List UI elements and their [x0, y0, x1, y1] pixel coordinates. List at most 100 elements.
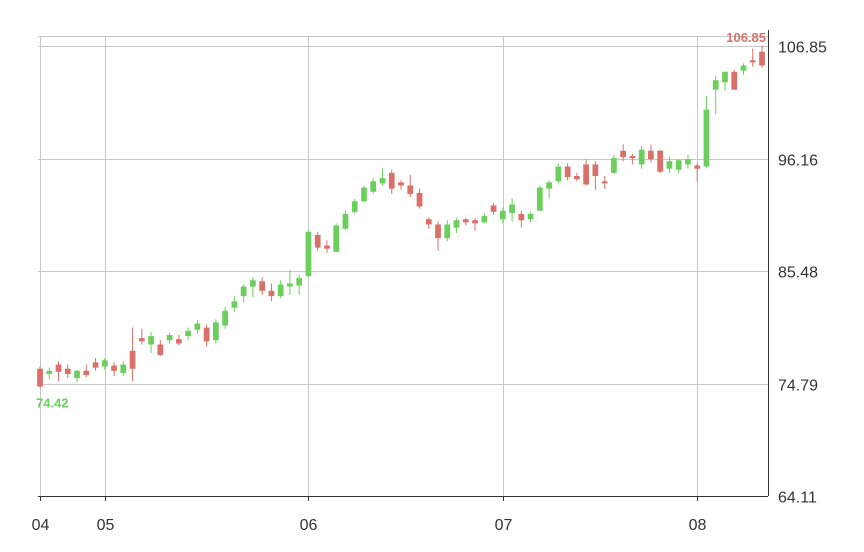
candle-down	[64, 364, 71, 379]
candle-body	[333, 225, 340, 252]
candle-down	[731, 69, 738, 90]
candle-body	[64, 368, 71, 374]
candle-body	[518, 213, 525, 221]
candle-up	[120, 361, 127, 377]
candle-body	[425, 219, 432, 225]
candle-up	[379, 168, 386, 186]
candle-down	[564, 163, 571, 181]
candle-down	[620, 144, 627, 162]
candle-body	[611, 158, 617, 173]
y-tick-label: 96.16	[778, 153, 818, 170]
candle-body	[37, 368, 43, 387]
tick-labels: 106.85 96.16 85.48 74.79 64.11 04 05 06 07 08	[32, 40, 827, 535]
candle-body	[314, 234, 321, 248]
candle-body	[685, 159, 691, 165]
candle-body	[296, 278, 303, 286]
candle-up	[499, 207, 506, 224]
candle-body	[166, 335, 173, 341]
candle-up	[370, 178, 377, 194]
candle-down	[648, 144, 654, 163]
candle-body	[240, 286, 247, 297]
candle-down	[657, 149, 664, 173]
candle-up	[166, 332, 173, 344]
candle-body	[749, 60, 756, 63]
candle-down	[416, 188, 423, 209]
candle-down	[583, 159, 589, 186]
candle-down	[138, 328, 145, 345]
candle-down	[92, 358, 99, 371]
candle-body	[222, 310, 228, 326]
candle-body	[648, 150, 654, 160]
candle-down	[83, 364, 90, 378]
candle-body	[759, 51, 765, 66]
y-tick-label: 106.85	[778, 40, 827, 57]
max-price-label: 106.85	[726, 30, 766, 45]
candle-body	[46, 370, 53, 374]
candle-body	[657, 150, 664, 172]
candle-body	[342, 213, 349, 229]
candle-body	[490, 205, 497, 212]
candle-body	[472, 220, 478, 224]
candle-down	[259, 277, 266, 296]
candle-body	[370, 181, 377, 192]
candle-body	[703, 109, 710, 167]
candle-up	[685, 154, 691, 169]
candle-body	[111, 365, 117, 371]
candle-up	[740, 63, 747, 75]
candle-body	[203, 327, 210, 342]
candle-up	[481, 212, 488, 224]
min-price-label: 74.42	[36, 396, 69, 411]
candle-down	[518, 210, 525, 228]
candle-body	[231, 301, 238, 308]
candle-down	[129, 327, 136, 382]
candle-body	[259, 281, 266, 291]
candle-up	[527, 211, 534, 223]
candle-up	[546, 180, 552, 199]
candle-body	[555, 166, 562, 182]
candle-body	[509, 204, 515, 213]
candle-up	[361, 185, 367, 203]
candle-body	[250, 280, 256, 287]
candle-body	[388, 172, 395, 189]
candle-up	[213, 319, 219, 344]
candle-body	[379, 178, 386, 184]
candle-body	[731, 71, 738, 90]
candle-up	[722, 71, 728, 91]
candle-up	[453, 218, 460, 233]
candle-body	[481, 216, 488, 223]
candles	[37, 45, 765, 388]
candle-body	[287, 283, 293, 287]
candle-down	[759, 45, 765, 68]
candle-body	[213, 322, 219, 341]
x-tick-label: 05	[97, 517, 115, 534]
candle-up	[185, 327, 191, 341]
candle-down	[324, 240, 330, 253]
candle-body	[712, 80, 719, 90]
candle-body	[361, 187, 367, 202]
candle-down	[462, 218, 469, 226]
candle-body	[398, 182, 404, 186]
candle-body	[564, 166, 571, 178]
x-tick-label: 07	[495, 517, 513, 534]
candle-down	[314, 231, 321, 251]
candle-body	[453, 220, 460, 228]
candle-down	[407, 174, 414, 198]
candle-body	[638, 149, 645, 165]
candle-up	[240, 284, 247, 303]
candle-down	[111, 362, 117, 377]
candle-body	[666, 161, 673, 169]
candle-up	[148, 331, 154, 353]
candle-body	[583, 164, 589, 185]
candle-body	[305, 231, 312, 277]
candle-body	[435, 224, 441, 239]
candle-down	[601, 176, 608, 189]
y-tick-label: 85.48	[778, 265, 818, 282]
candle-body	[629, 156, 636, 159]
candle-up	[555, 163, 562, 184]
candle-body	[74, 370, 80, 379]
candle-down	[749, 48, 756, 67]
candle-down	[629, 153, 636, 165]
candle-down	[592, 161, 599, 190]
candle-body	[194, 323, 201, 330]
candle-body	[407, 185, 414, 194]
